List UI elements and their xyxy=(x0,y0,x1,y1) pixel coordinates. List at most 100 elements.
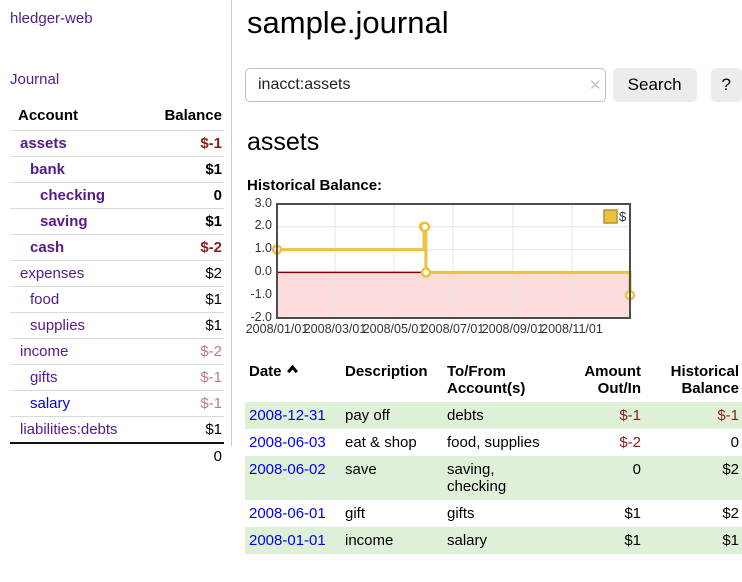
chart-title: Historical Balance: xyxy=(247,176,383,194)
account-balance: $1 xyxy=(141,286,224,313)
account-row: saving $1 xyxy=(10,208,224,235)
transaction-accounts: gifts xyxy=(447,504,475,522)
accounts-header-balance: Balance xyxy=(164,107,222,124)
account-row: food $1 xyxy=(10,286,224,313)
account-link[interactable]: checking xyxy=(40,187,106,204)
transaction-amount: $1 xyxy=(624,531,641,549)
historical-balance-chart: $ 3.0 2.0 1.0 0.0 -1.0 -2.0 2008/01/01 2008/03/… xyxy=(245,196,675,346)
transaction-description: income xyxy=(345,531,394,549)
account-link[interactable]: supplies xyxy=(30,317,86,334)
accounts-table: Account Balance assets $-1 bank $1 check… xyxy=(10,104,224,469)
account-row: expenses $2 xyxy=(10,260,224,287)
search-button[interactable]: Search xyxy=(612,68,697,103)
x-axis-tick-label: 2008/07/01 xyxy=(421,321,485,336)
account-balance: $1 xyxy=(141,312,224,339)
transaction-row: 2008-06-01 gift gifts $1 $2 xyxy=(245,500,742,527)
transaction-date-link[interactable]: 2008-06-02 xyxy=(249,460,326,478)
x-axis-tick-label: 2008/01/01 xyxy=(245,321,309,336)
transaction-description: save xyxy=(345,460,377,478)
account-link[interactable]: salary xyxy=(30,395,71,412)
search-help-button[interactable]: ? xyxy=(710,68,742,103)
account-balance: $-1 xyxy=(141,130,224,157)
transaction-description: eat & shop xyxy=(345,433,417,451)
transaction-date-link[interactable]: 2008-12-31 xyxy=(249,406,326,424)
accounts-total-row: 0 xyxy=(10,442,224,469)
y-axis-tick-label: 1.0 xyxy=(254,241,272,256)
transaction-historical-balance: $2 xyxy=(722,460,739,478)
account-balance: $2 xyxy=(141,260,224,287)
transaction-row: 2008-12-31 pay off debts $-1 $-1 xyxy=(245,401,742,429)
account-row: income $-2 xyxy=(10,338,224,365)
account-row: assets $-1 xyxy=(10,130,224,157)
transaction-amount: 0 xyxy=(632,460,641,478)
account-link[interactable]: liabilities:debts xyxy=(20,421,118,438)
column-header-description: Description xyxy=(345,362,428,380)
accounts-header-row: Account Balance xyxy=(10,104,224,131)
x-axis-tick-label: 2008/09/01 xyxy=(481,321,545,336)
transaction-amount: $-2 xyxy=(619,433,641,451)
account-link[interactable]: saving xyxy=(40,213,88,230)
account-balance: $-2 xyxy=(141,338,224,365)
account-balance: 0 xyxy=(141,182,224,209)
main-content: sample.journal ✕ Search ? assets Histori… xyxy=(245,0,742,554)
transaction-accounts: salary xyxy=(447,531,488,549)
chart-plot-area: $ xyxy=(271,202,636,319)
search-form: ✕ Search ? xyxy=(245,68,742,103)
legend-label: $ xyxy=(619,209,627,224)
transaction-historical-balance: $1 xyxy=(722,531,739,549)
account-row: supplies $1 xyxy=(10,312,224,339)
transaction-date-link[interactable]: 2008-06-03 xyxy=(249,433,326,451)
column-header-tofrom-accounts: To/From Account(s) xyxy=(447,362,526,397)
account-row: checking 0 xyxy=(10,182,224,209)
x-axis-tick-label: 2008/03/01 xyxy=(303,321,367,336)
transaction-amount: $-1 xyxy=(619,406,641,424)
page-title: sample.journal xyxy=(247,5,449,40)
account-link[interactable]: cash xyxy=(30,239,65,256)
account-link[interactable]: expenses xyxy=(20,265,85,282)
account-row: liabilities:debts $1 xyxy=(10,416,224,443)
account-row: cash $-2 xyxy=(10,234,224,261)
transaction-historical-balance: 0 xyxy=(730,433,739,451)
account-balance: $1 xyxy=(141,208,224,235)
transaction-date-link[interactable]: 2008-06-01 xyxy=(249,504,326,522)
transactions-table: Date Description To/From Account(s) Amou… xyxy=(245,361,742,554)
account-balance: $1 xyxy=(141,156,224,183)
x-axis-tick-label: 2008/11/01 xyxy=(541,321,603,336)
y-axis-tick-label: -1.0 xyxy=(250,286,272,301)
transaction-accounts: debts xyxy=(447,406,484,424)
transaction-description: gift xyxy=(345,504,366,522)
account-balance: $1 xyxy=(141,416,224,443)
column-header-date[interactable]: Date xyxy=(245,361,341,402)
clear-search-icon[interactable]: ✕ xyxy=(589,77,602,95)
account-link[interactable]: income xyxy=(20,343,69,360)
accounts-header-account: Account xyxy=(18,107,78,124)
account-balance: $-1 xyxy=(141,364,224,391)
transaction-accounts: food, supplies xyxy=(447,433,540,451)
accounts-total-balance: 0 xyxy=(141,442,224,469)
account-balance: $-2 xyxy=(141,234,224,261)
transaction-accounts: saving, checking xyxy=(447,460,507,495)
transaction-row: 2008-06-02 save saving, checking 0 $2 xyxy=(245,455,742,500)
y-axis-tick-label: 3.0 xyxy=(254,195,272,210)
x-axis-tick-label: 2008/05/01 xyxy=(362,321,426,336)
column-header-historical-balance: Historical Balance xyxy=(670,362,739,397)
legend-swatch xyxy=(603,208,618,224)
y-axis-tick-label: -2.0 xyxy=(250,309,272,324)
search-input[interactable] xyxy=(245,68,606,103)
transactions-header-row: Date Description To/From Account(s) Amou… xyxy=(245,361,742,402)
account-link[interactable]: food xyxy=(30,291,60,308)
account-row: gifts $-1 xyxy=(10,364,224,391)
account-heading: assets xyxy=(247,128,320,157)
transaction-description: pay off xyxy=(345,406,390,424)
account-row: bank $1 xyxy=(10,156,224,183)
transaction-date-link[interactable]: 2008-01-01 xyxy=(249,531,326,549)
app-brand-link[interactable]: hledger-web xyxy=(10,10,93,27)
account-link[interactable]: bank xyxy=(30,161,66,178)
sidebar-item-journal[interactable]: Journal xyxy=(10,71,60,88)
transaction-historical-balance: $-1 xyxy=(717,406,739,424)
account-link[interactable]: gifts xyxy=(30,369,58,386)
account-link[interactable]: assets xyxy=(20,135,67,152)
transaction-historical-balance: $2 xyxy=(722,504,739,522)
account-row: salary $-1 xyxy=(10,390,224,417)
transaction-row: 2008-01-01 income salary $1 $1 xyxy=(245,526,742,554)
